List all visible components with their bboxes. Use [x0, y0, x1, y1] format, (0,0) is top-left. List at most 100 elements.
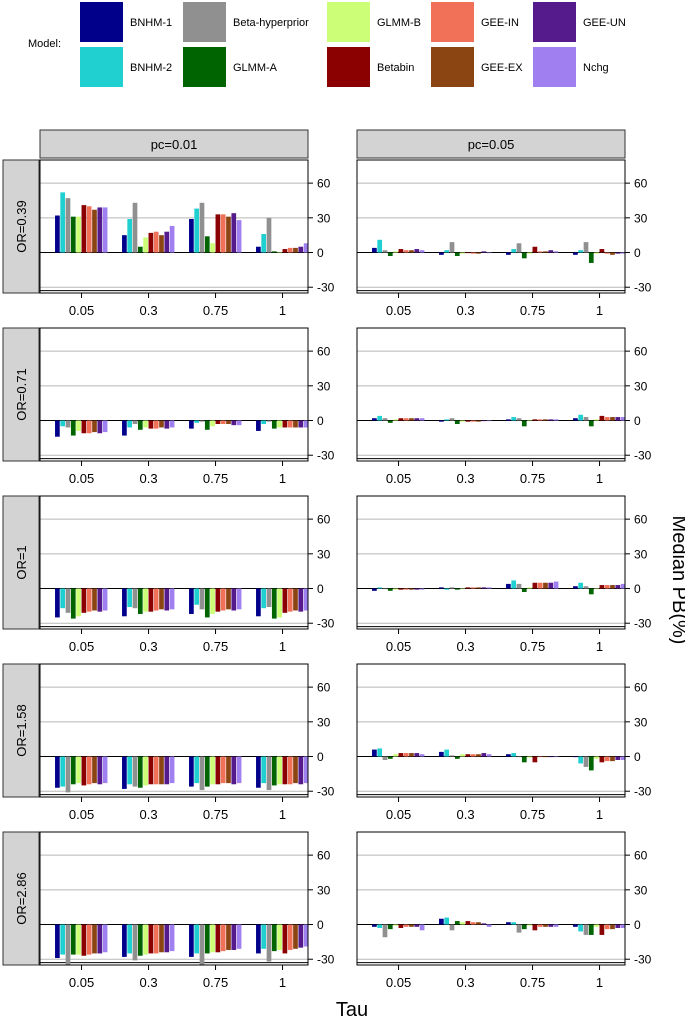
- bar-bnhm-1-tau-1: [573, 756, 578, 758]
- x-tick-label-0-3: 0.3: [457, 471, 475, 486]
- y-tick-label-30: 30: [317, 547, 331, 561]
- bar-gee-un-tau-1: [298, 924, 304, 948]
- bar-bnhm-2-tau-0-3: [127, 756, 133, 785]
- bar-glmm-a-tau-0-75: [204, 756, 210, 787]
- bar-bnhm-2-tau-1: [261, 756, 267, 784]
- bar-glmm-a-tau-0-75: [204, 420, 210, 430]
- bar-beta-hyperprior-tau-0-05: [382, 924, 388, 938]
- bar-glmm-a-tau-0-75: [521, 252, 527, 259]
- y-tick-label-0: 0: [317, 582, 324, 596]
- legend-swatch-gee-in: [431, 2, 474, 42]
- bar-nchg-tau-1: [620, 417, 626, 421]
- bar-nchg-tau-0-75: [553, 924, 559, 927]
- y-tick-label-0: 0: [317, 750, 324, 764]
- bar-bnhm-2-tau-0-05: [377, 924, 383, 928]
- bar-betabin-tau-1: [599, 585, 605, 589]
- bar-beta-hyperprior-tau-1: [266, 588, 272, 608]
- bar-beta-hyperprior-tau-0-05: [65, 588, 71, 613]
- bar-gee-un-tau-0-3: [164, 420, 170, 429]
- bar-bnhm-1-tau-0-75: [189, 420, 194, 429]
- bar-gee-ex-tau-1: [293, 756, 298, 784]
- y-tick-label-0: 0: [317, 246, 324, 260]
- bar-gee-ex-tau-1: [610, 417, 615, 421]
- bar-gee-ex-tau-0-75: [226, 924, 231, 950]
- bar-glmm-b-tau-1: [594, 252, 599, 254]
- bar-bnhm-2-tau-0-75: [511, 580, 517, 589]
- strip-or-2-86: [2, 831, 40, 966]
- bar-bnhm-2-tau-0-05: [377, 415, 383, 421]
- bar-glmm-a-tau-0-3: [137, 924, 143, 956]
- x-tick-label-0-05: 0.05: [69, 639, 94, 654]
- bar-gee-in-tau-1: [604, 924, 610, 930]
- bar-beta-hyperprior-tau-1: [266, 217, 272, 253]
- bar-betabin-tau-1: [282, 249, 288, 253]
- y-tick-label-30: -30: [317, 281, 335, 295]
- bar-glmm-a-tau-0-05: [70, 588, 76, 619]
- strip-label-pc-0-05: pc=0.05: [468, 137, 515, 152]
- bar-beta-hyperprior-tau-0-3: [132, 924, 138, 961]
- bar-gee-in-tau-0-75: [220, 924, 226, 952]
- panel-border: [39, 663, 309, 798]
- bar-glmm-a-tau-0-05: [70, 216, 76, 253]
- bar-nchg-tau-1: [303, 924, 309, 947]
- bar-gee-in-tau-1: [604, 417, 610, 421]
- bar-gee-in-tau-0-3: [470, 252, 476, 254]
- bar-beta-hyperprior-tau-0-75: [516, 418, 522, 421]
- x-tick-label-0-05: 0.05: [386, 471, 411, 486]
- bar-bnhm-1-tau-1: [573, 252, 578, 255]
- panel-background: [357, 160, 625, 293]
- bar-bnhm-2-tau-0-3: [444, 917, 450, 925]
- bar-gee-ex-tau-0-05: [92, 924, 97, 954]
- bar-glmm-b-tau-0-05: [76, 420, 81, 431]
- bar-bnhm-1-tau-0-75: [189, 218, 194, 253]
- bar-gee-ex-tau-1: [293, 924, 298, 949]
- bar-gee-ex-tau-0-3: [476, 587, 481, 589]
- bar-gee-un-tau-0-75: [548, 419, 554, 421]
- bar-glmm-a-tau-1: [271, 420, 277, 429]
- bar-bnhm-1-tau-0-3: [439, 918, 444, 925]
- bar-gee-un-tau-1: [298, 420, 304, 428]
- bar-bnhm-1-tau-0-75: [506, 583, 511, 589]
- bar-bnhm-1-tau-0-3: [122, 756, 127, 789]
- bar-gee-un-tau-0-75: [548, 582, 554, 589]
- legend-swatch-gee-un: [533, 2, 576, 42]
- bar-betabin-tau-0-3: [148, 756, 154, 785]
- y-tick-label-60: 60: [317, 345, 331, 359]
- bar-bnhm-1-tau-0-3: [439, 587, 444, 589]
- bar-beta-hyperprior-tau-0-75: [199, 924, 205, 965]
- bar-bnhm-2-tau-0-3: [444, 588, 450, 590]
- panel-or-1-58-pc-0-05: 0.05 0.3 0.75 1 -30 0 30 60: [356, 663, 652, 822]
- bar-betabin-tau-0-75: [215, 588, 221, 612]
- bar-bnhm-1-tau-0-75: [506, 419, 511, 421]
- bar-gee-in-tau-0-05: [86, 206, 92, 253]
- x-tick-label-0-05: 0.05: [69, 807, 94, 822]
- y-tick-label-60: 60: [634, 177, 648, 191]
- bar-glmm-a-tau-0-3: [454, 921, 460, 925]
- bar-gee-in-tau-1: [604, 756, 610, 762]
- bar-bnhm-2-tau-0-3: [444, 419, 450, 421]
- bar-gee-un-tau-1: [615, 756, 621, 760]
- bar-gee-in-tau-0-3: [153, 756, 159, 785]
- panel-border: [356, 159, 626, 294]
- bar-glmm-a-tau-0-75: [204, 924, 210, 954]
- y-tick-label-30: 30: [634, 547, 648, 561]
- bar-betabin-tau-1: [599, 756, 605, 763]
- bar-glmm-a-tau-0-75: [521, 924, 527, 930]
- x-tick-label-1: 1: [279, 807, 286, 822]
- bar-gee-un-tau-0-3: [481, 753, 487, 757]
- bar-bnhm-2-tau-1: [261, 420, 267, 424]
- panel-or-2-86-pc-0-01: 0.05 0.3 0.75 1 -30 0 30 60: [39, 831, 335, 990]
- bar-bnhm-2-tau-0-75: [511, 249, 517, 253]
- bar-betabin-tau-0-3: [148, 924, 154, 954]
- bar-gee-in-tau-0-3: [153, 588, 159, 611]
- bar-glmm-b-tau-0-75: [210, 588, 215, 614]
- bar-gee-un-tau-1: [298, 246, 304, 253]
- strip-or-0-39: [2, 159, 40, 294]
- x-tick-label-0-3: 0.3: [140, 975, 158, 990]
- bar-gee-un-tau-1: [298, 588, 304, 612]
- bar-glmm-a-tau-1: [588, 420, 594, 427]
- bar-gee-in-tau-0-05: [86, 588, 92, 612]
- x-tick-label-0-05: 0.05: [386, 639, 411, 654]
- bar-beta-hyperprior-tau-0-75: [199, 202, 205, 253]
- bar-bnhm-2-tau-1: [261, 924, 267, 949]
